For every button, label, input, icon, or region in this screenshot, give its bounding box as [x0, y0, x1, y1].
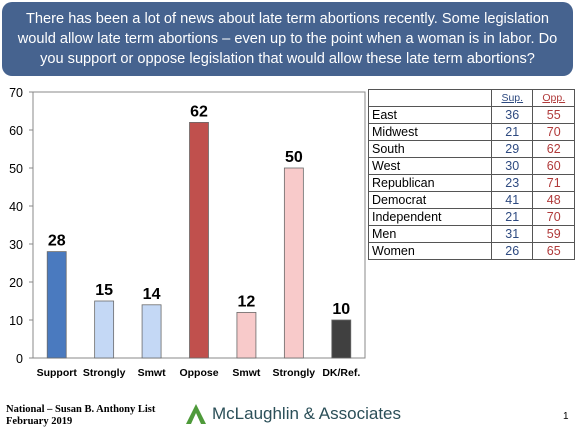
data-label: 15 — [95, 282, 113, 299]
y-tick-label: 10 — [9, 314, 23, 328]
category-label: Oppose — [179, 367, 218, 379]
row-label: Independent — [367, 208, 493, 226]
row-opp-value: 60 — [532, 157, 575, 175]
row-label: Republican — [367, 174, 493, 192]
table-row: Midwest 21 70 — [367, 123, 575, 141]
company-logo: McLaughlin & Associates — [186, 404, 401, 424]
table-header-blank — [367, 89, 493, 107]
row-label: East — [367, 106, 493, 124]
row-label: Men — [367, 225, 493, 243]
row-label: Women — [367, 242, 493, 260]
question-text: There has been a lot of news about late … — [17, 11, 558, 67]
y-tick-label: 40 — [9, 200, 23, 214]
category-label: Smwt — [138, 367, 167, 379]
row-label: West — [367, 157, 493, 175]
data-label: 10 — [332, 301, 350, 318]
bar — [46, 251, 67, 359]
bar — [331, 319, 352, 359]
row-sup-value: 26 — [491, 242, 534, 260]
row-sup-value: 21 — [491, 123, 534, 141]
category-label: Strongly — [273, 367, 316, 379]
category-label: Support — [37, 367, 78, 379]
y-tick-label: 20 — [9, 276, 23, 290]
row-sup-value: 21 — [491, 208, 534, 226]
crosstab-table: Sup. Opp. East 36 55 Midwest 21 70 South 29 62 We… — [367, 89, 575, 260]
data-label: 62 — [190, 103, 208, 120]
logo-mark-icon — [186, 404, 206, 424]
footer-line2: February 2019 — [6, 416, 73, 427]
row-label: Midwest — [367, 123, 493, 141]
category-label: DK/Ref. — [322, 367, 360, 379]
table-header-opp: Opp. — [532, 89, 575, 107]
row-sup-value: 36 — [491, 106, 534, 124]
category-label: Smwt — [232, 367, 261, 379]
y-tick-label: 30 — [9, 238, 23, 252]
table-header-sup: Sup. — [491, 89, 534, 107]
y-tick-label: 60 — [9, 124, 23, 138]
footer-source: National – Susan B. Anthony List Februar… — [6, 404, 155, 428]
bar — [283, 167, 304, 359]
y-tick-label: 70 — [9, 86, 23, 100]
row-opp-value: 70 — [532, 123, 575, 141]
table-row: South 29 62 — [367, 140, 575, 158]
row-opp-value: 55 — [532, 106, 575, 124]
row-opp-value: 59 — [532, 225, 575, 243]
table-row: East 36 55 — [367, 106, 575, 124]
row-opp-value: 65 — [532, 242, 575, 260]
row-opp-value: 71 — [532, 174, 575, 192]
table-row: West 30 60 — [367, 157, 575, 175]
row-sup-value: 41 — [491, 191, 534, 209]
table-header-row: Sup. Opp. — [367, 89, 575, 107]
row-opp-value: 62 — [532, 140, 575, 158]
table-row: Men 31 59 — [367, 225, 575, 243]
data-label: 12 — [238, 293, 256, 310]
y-tick-label: 0 — [16, 352, 23, 366]
table-row: Independent 21 70 — [367, 208, 575, 226]
table-row: Republican 23 71 — [367, 174, 575, 192]
bar — [94, 300, 115, 359]
data-label: 50 — [285, 149, 303, 166]
question-banner: There has been a lot of news about late … — [2, 2, 573, 76]
row-sup-value: 30 — [491, 157, 534, 175]
logo-text: McLaughlin & Associates — [212, 404, 401, 423]
row-sup-value: 23 — [491, 174, 534, 192]
page-number: 1 — [563, 411, 569, 422]
footer-line1: National – Susan B. Anthony List — [6, 404, 156, 415]
bar — [189, 122, 209, 359]
table-row: Women 26 65 — [367, 242, 575, 260]
data-label: 14 — [143, 286, 161, 303]
bar — [141, 304, 162, 359]
row-opp-value: 48 — [532, 191, 575, 209]
data-label: 28 — [48, 233, 66, 250]
category-label: Strongly — [83, 367, 126, 379]
bar — [236, 311, 257, 359]
bar-chart: 0 10 20 30 40 50 60 70 28 Support 15 Strongly 14 Smwt… — [9, 86, 366, 379]
row-sup-value: 29 — [491, 140, 534, 158]
row-opp-value: 70 — [532, 208, 575, 226]
table-row: Democrat 41 48 — [367, 191, 575, 209]
row-sup-value: 31 — [491, 225, 534, 243]
row-label: Democrat — [367, 191, 493, 209]
row-label: South — [367, 140, 493, 158]
y-tick-label: 50 — [9, 162, 23, 176]
